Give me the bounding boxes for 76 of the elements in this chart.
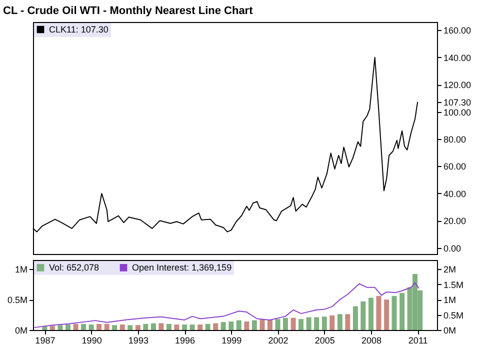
bar <box>252 320 257 330</box>
x-tick-label: 2011 <box>408 336 428 346</box>
bar <box>213 323 218 330</box>
bar <box>392 296 397 330</box>
bar <box>345 314 350 330</box>
y-tick-label: 107.30 <box>444 97 472 108</box>
bar <box>58 325 63 330</box>
chart-title: CL - Crude Oil WTI - Monthly Nearest Line Chart <box>3 5 254 17</box>
legend-label: Open Interest: 1,369,159 <box>132 262 232 273</box>
y-tick-label: 60.00 <box>444 162 466 172</box>
bar <box>42 326 48 330</box>
bar <box>120 324 125 330</box>
y-tick-label: 0.00 <box>444 243 462 254</box>
bar <box>220 322 226 330</box>
bar <box>128 325 133 330</box>
x-tick-label: 1996 <box>175 336 196 346</box>
bar <box>352 306 358 330</box>
bar <box>135 325 140 330</box>
bar <box>384 300 390 330</box>
y-tick-label: 20.00 <box>444 216 466 226</box>
y-tick-label: 1M <box>14 264 28 275</box>
bar <box>205 324 210 330</box>
bar <box>73 324 78 330</box>
bar <box>244 321 250 330</box>
bar <box>88 324 94 330</box>
legend-label: Vol: 652,078 <box>49 262 100 273</box>
bar <box>368 298 374 330</box>
y-tick-label: 140.00 <box>444 52 472 63</box>
bar <box>174 324 180 330</box>
bar <box>400 292 405 330</box>
x-tick-label: 2002 <box>268 336 288 346</box>
bar <box>190 324 195 330</box>
bar <box>282 318 288 330</box>
x-tick-label: 2008 <box>361 336 382 346</box>
bar <box>50 326 55 330</box>
bar <box>322 316 327 330</box>
bar <box>236 320 242 330</box>
bar <box>267 320 272 330</box>
x-tick-label: 1999 <box>222 336 242 346</box>
bar <box>143 324 148 330</box>
bar <box>104 324 110 330</box>
legend-label: CLK11: 107.30 <box>49 24 108 34</box>
y2-tick-label: 1.5M <box>444 280 464 290</box>
bar <box>166 324 172 330</box>
x-tick-label: 2005 <box>314 336 335 346</box>
y-tick-label: 0.5M <box>7 295 28 306</box>
bar <box>182 324 188 330</box>
bar <box>260 320 265 330</box>
bar <box>306 317 312 330</box>
y-tick-label: 120.00 <box>444 80 472 90</box>
x-tick-label: 1993 <box>128 336 148 346</box>
bar <box>150 323 156 330</box>
y-tick-label: 40.00 <box>444 188 466 199</box>
bar <box>290 318 296 330</box>
bar <box>65 324 70 330</box>
bar <box>228 321 234 330</box>
bar <box>96 324 102 330</box>
bar <box>330 315 335 330</box>
bar <box>80 324 86 330</box>
x-tick-label: 1990 <box>82 336 102 346</box>
bar <box>158 323 164 330</box>
bar <box>112 325 118 330</box>
bar <box>198 324 203 330</box>
bar <box>337 314 342 330</box>
line-series <box>34 282 420 328</box>
bar <box>298 319 304 330</box>
bar <box>376 296 382 330</box>
x-tick-label: 1987 <box>35 336 56 346</box>
y-tick-label: 100.00 <box>444 107 472 118</box>
y-tick-label: 160.00 <box>444 26 472 36</box>
bar <box>314 317 320 330</box>
bar <box>360 301 366 330</box>
y-tick-label: 0M <box>14 326 28 336</box>
y-tick-label: 80.00 <box>444 134 466 145</box>
bar <box>275 319 280 330</box>
y2-tick-label: 2M <box>444 264 456 275</box>
